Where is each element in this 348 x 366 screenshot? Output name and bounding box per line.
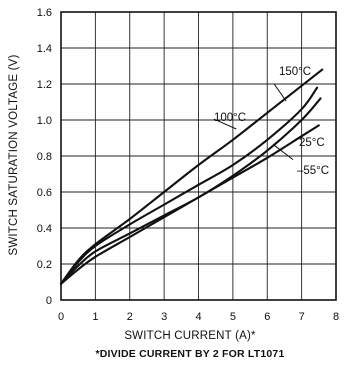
y-tick-label: 0.8 bbox=[37, 151, 52, 163]
x-tick-label: 7 bbox=[299, 311, 305, 323]
label-leaders bbox=[213, 83, 299, 160]
series-label-minus55c: –55°C bbox=[297, 165, 329, 177]
x-tick-label: 2 bbox=[127, 311, 133, 323]
series-label-100c: 100°C bbox=[214, 112, 246, 124]
y-tick-label: 1.4 bbox=[37, 43, 52, 55]
y-tick-label: 1.0 bbox=[37, 115, 52, 127]
footnote: *DIVIDE CURRENT BY 2 FOR LT1071 bbox=[95, 348, 284, 360]
y-tick-label: 0.2 bbox=[37, 259, 52, 271]
series-line-25c bbox=[59, 97, 322, 285]
leader-150c bbox=[273, 83, 287, 102]
series-lines bbox=[59, 68, 324, 285]
x-tick-label: 0 bbox=[58, 311, 64, 323]
x-axis-title: SWITCH CURRENT (A)* bbox=[124, 330, 256, 342]
y-tick-labels: 0 0.2 0.4 0.6 0.8 1.0 1.2 1.4 1.6 bbox=[37, 7, 52, 307]
y-tick-label: 1.2 bbox=[37, 79, 52, 91]
series-label-150c: 150°C bbox=[279, 66, 311, 78]
leader-100c bbox=[213, 118, 237, 130]
series-label-25c: 25°C bbox=[299, 137, 325, 149]
x-tick-label: 8 bbox=[333, 311, 339, 323]
plot-frame bbox=[60, 11, 337, 301]
y-tick-label: 0 bbox=[46, 295, 52, 307]
y-axis-title: SWITCH SATURATION VOLTAGE (V) bbox=[8, 54, 20, 255]
series-line-minus55c bbox=[59, 124, 320, 285]
x-tick-label: 1 bbox=[92, 311, 98, 323]
x-tick-label: 6 bbox=[264, 311, 270, 323]
leader-minus55c bbox=[273, 144, 294, 160]
leader-25c bbox=[292, 122, 299, 130]
y-tick-label: 0.4 bbox=[37, 223, 52, 235]
y-tick-label: 1.6 bbox=[37, 7, 52, 19]
grid bbox=[61, 12, 336, 300]
series-line-100c bbox=[59, 86, 319, 285]
x-tick-label: 3 bbox=[161, 311, 167, 323]
x-tick-label: 4 bbox=[195, 311, 201, 323]
x-tick-labels: 0 1 2 3 4 5 6 7 8 bbox=[58, 311, 339, 323]
series-line-150c bbox=[59, 68, 324, 285]
x-tick-label: 5 bbox=[230, 311, 236, 323]
y-tick-label: 0.6 bbox=[37, 187, 52, 199]
